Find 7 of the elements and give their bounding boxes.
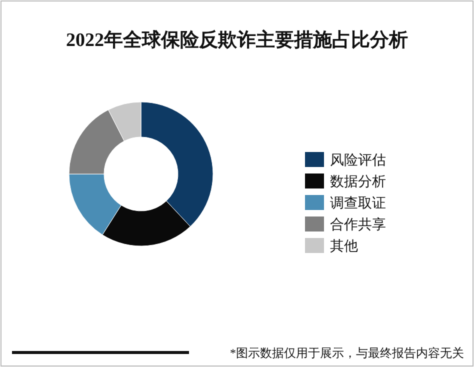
legend-label: 数据分析 [330, 174, 386, 190]
chart-title: 2022年全球保险反欺诈主要措施占比分析 [66, 29, 408, 51]
text: *图示数据仅用于展示，与最终报告内容无关 [230, 346, 464, 360]
legend-label: 其他 [330, 238, 358, 254]
legend-label: 调查取证 [330, 196, 386, 212]
legend-label: 风险评估 [330, 152, 386, 168]
legend-label: 合作共享 [330, 217, 386, 233]
